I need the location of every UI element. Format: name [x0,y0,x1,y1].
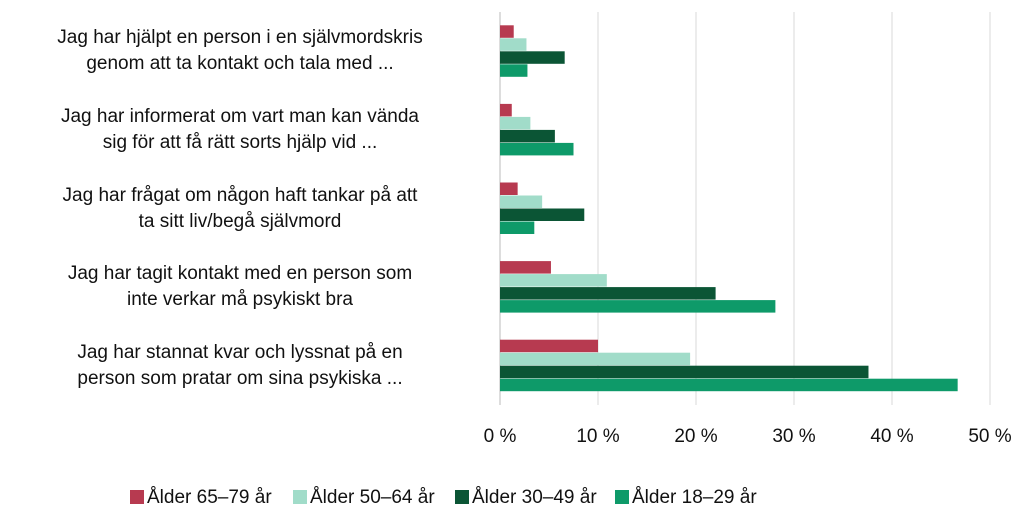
bar [500,142,574,156]
legend-swatch [293,490,307,504]
bar [500,38,527,51]
bar [500,274,607,287]
legend-label: Ålder 65–79 år [147,487,272,508]
bar [500,103,512,117]
legend-label: Ålder 50–64 år [310,487,435,508]
x-tick-label: 10 % [576,426,619,447]
bar [500,261,551,274]
y-tick-label: Jag har informerat om vart man kan vända… [60,105,419,153]
bar [500,64,528,77]
bar [500,116,531,130]
legend-swatch [455,490,469,504]
bar [500,182,518,195]
y-tick-label: Jag har stannat kvar och lyssnat på en p… [77,341,403,389]
x-tick-label: 0 % [484,426,517,447]
bar [500,300,776,313]
bar [500,287,716,300]
y-tick-label: Jag har tagit kontakt med en person som … [67,263,413,311]
bar [500,365,869,379]
x-tick-label: 30 % [772,426,815,447]
bar [500,51,565,64]
bar [500,378,958,392]
legend-swatch [130,490,144,504]
x-tick-label: 50 % [968,426,1011,447]
bar [500,352,691,366]
x-tick-label: 40 % [870,426,913,447]
legend-label: Ålder 30–49 år [472,487,597,508]
bar [500,208,585,221]
legend-swatch [615,490,629,504]
bar [500,339,598,353]
bar [500,221,535,234]
bar [500,195,543,208]
x-tick-label: 20 % [674,426,717,447]
y-tick-label: Jag har hjälpt en person i en självmords… [57,27,423,75]
bar [500,129,555,143]
y-tick-label: Jag har frågat om någon haft tankar på a… [62,184,418,232]
bar [500,25,514,38]
legend-label: Ålder 18–29 år [632,487,757,508]
